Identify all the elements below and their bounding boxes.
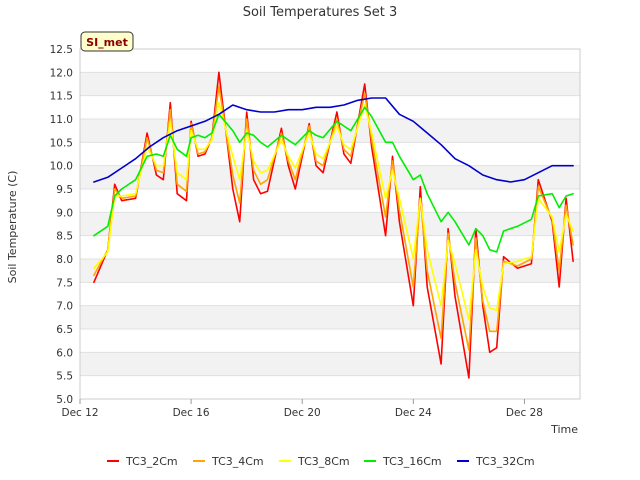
y-tick-label: 6.0 [56, 347, 73, 359]
legend-label: TC3_4Cm [211, 455, 264, 468]
plot-frame [79, 48, 581, 400]
legend-item-tc3-2cm: TC3_2Cm [107, 455, 178, 468]
y-tick-label: 12.5 [50, 44, 73, 56]
station-tag: SI_met [80, 31, 134, 52]
y-tick-label: 9.0 [56, 207, 73, 219]
series-line-tc3-4cm [93, 85, 574, 351]
station-tag-label: SI_met [86, 36, 128, 49]
grid-band [80, 305, 580, 329]
legend-item-tc3-4cm: TC3_4Cm [193, 455, 264, 468]
legend-item-tc3-32cm: TC3_32Cm [457, 455, 535, 468]
y-tick-label: 10.5 [50, 137, 73, 149]
legend-label: TC3_2Cm [125, 455, 178, 468]
y-tick-label: 8.5 [56, 231, 73, 243]
y-tick-label: 10.0 [50, 161, 73, 173]
x-tick-label: Dec 28 [506, 407, 543, 419]
grid-band [80, 72, 580, 96]
grid-band [80, 212, 580, 236]
series-line-tc3-8cm [93, 101, 574, 321]
y-tick-label: 7.0 [56, 301, 73, 313]
y-tick-label: 5.0 [56, 394, 73, 406]
series-line-tc3-32cm [93, 97, 574, 183]
chart-title: Soil Temperatures Set 3 [243, 5, 398, 20]
grid-band [80, 165, 580, 189]
y-tick-label: 8.0 [56, 254, 73, 266]
legend-item-tc3-8cm: TC3_8Cm [279, 455, 350, 468]
y-tick-label: 5.5 [56, 371, 73, 383]
y-axis-label: Soil Temperature (C) [6, 171, 19, 284]
y-tick-label: 11.0 [50, 114, 73, 126]
y-tick-label: 9.5 [56, 184, 73, 196]
series-lines [93, 71, 574, 379]
legend-item-tc3-16cm: TC3_16Cm [364, 455, 442, 468]
legend-label: TC3_32Cm [475, 455, 535, 468]
x-axis-ticks: Dec 12 Dec 16 Dec 20 Dec 24 Dec 28 [61, 399, 543, 419]
x-tick-label: Dec 12 [61, 407, 98, 419]
grid-band [80, 352, 580, 376]
series-line-tc3-2cm [93, 71, 574, 379]
y-axis-ticks: 5.0 5.5 6.0 6.5 7.0 7.5 8.0 8.5 9.0 9.5 10.0 10.5 11… [50, 44, 73, 406]
y-tick-label: 7.5 [56, 277, 73, 289]
y-tick-label: 11.5 [50, 91, 73, 103]
series-line-tc3-16cm [93, 106, 574, 253]
x-tick-label: Dec 20 [284, 407, 321, 419]
station-tag-box [80, 31, 134, 52]
legend: TC3_2Cm TC3_4Cm TC3_8Cm TC3_16Cm TC3_32Cm [107, 455, 535, 468]
legend-label: TC3_8Cm [297, 455, 350, 468]
x-axis-label: Time [550, 423, 578, 436]
x-tick-label: Dec 16 [173, 407, 210, 419]
x-tick-label: Dec 24 [395, 407, 432, 419]
y-tick-label: 6.5 [56, 324, 73, 336]
y-tick-label: 12.0 [50, 67, 73, 79]
legend-label: TC3_16Cm [382, 455, 442, 468]
grid-bands [80, 48, 580, 400]
